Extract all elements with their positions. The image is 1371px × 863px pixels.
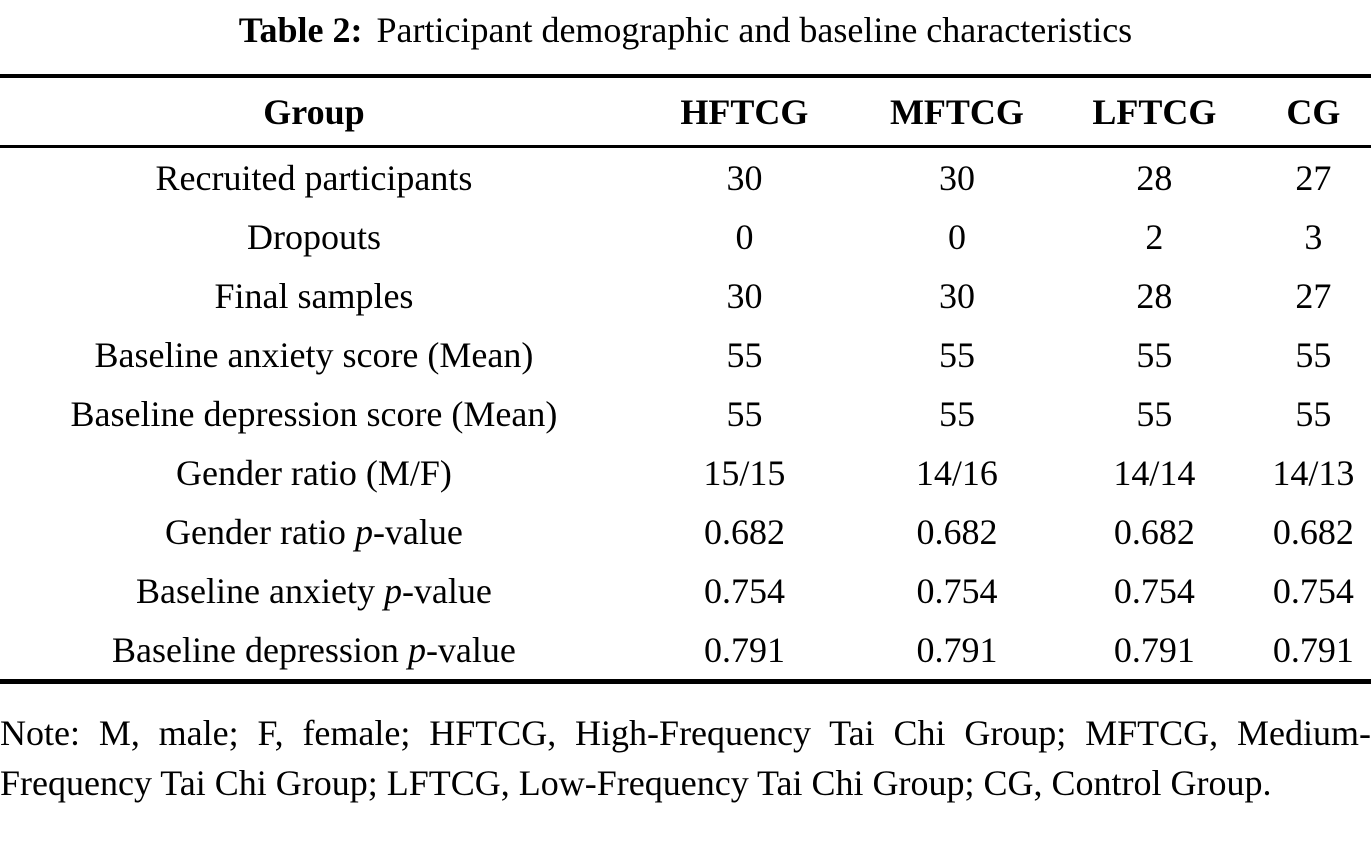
- cell-value: 28: [1136, 275, 1173, 316]
- cell-value: 0.682: [916, 511, 998, 552]
- cell-value: 14/14: [1113, 452, 1196, 493]
- row-label-part: Baseline anxiety: [136, 570, 384, 611]
- table-caption: Table 2: Participant demographic and base…: [0, 0, 1371, 48]
- row-label-part: Baseline depression: [112, 629, 408, 670]
- table-row: Recruited participants 30 30 28 27: [0, 147, 1371, 208]
- cell-value: 3: [1304, 216, 1323, 257]
- table-caption-text: Participant demographic and baseline cha…: [376, 10, 1133, 50]
- cell-value: 14/16: [915, 452, 998, 493]
- row-label: Gender ratio p-value: [0, 502, 628, 561]
- row-label: Final samples: [0, 266, 628, 325]
- row-label-italic-part: p: [407, 629, 426, 670]
- row-label: Baseline depression p-value: [0, 620, 628, 682]
- cell-value: 14/13: [1272, 452, 1355, 493]
- cell-value: 30: [938, 157, 975, 198]
- row-label: Baseline anxiety score (Mean): [0, 325, 628, 384]
- cell-value: 0.791: [1113, 629, 1195, 670]
- cell-value: 27: [1295, 275, 1332, 316]
- row-label-part: Dropouts: [246, 216, 381, 257]
- row-label: Baseline anxiety p-value: [0, 561, 628, 620]
- row-label: Dropouts: [0, 207, 628, 266]
- cell-value: 0.754: [703, 570, 785, 611]
- cell-value: 0.791: [703, 629, 785, 670]
- table-row: Final samples 30 30 28 27: [0, 266, 1371, 325]
- cell-value: 55: [938, 334, 975, 375]
- table-row: Baseline anxiety p-value 0.754 0.754 0.754 0…: [0, 561, 1371, 620]
- header-mftcg: MFTCG: [860, 76, 1053, 148]
- table-note: Note: M, male; F, female; HFTCG, High-Fr…: [0, 713, 1371, 803]
- table-row: Gender ratio p-value 0.682 0.682 0.682 0.682: [0, 502, 1371, 561]
- row-label-part: -value: [372, 511, 463, 552]
- row-label: Gender ratio (M/F): [0, 443, 628, 502]
- cell-value: 2: [1145, 216, 1164, 257]
- cell-value: 27: [1295, 157, 1332, 198]
- cell-value: 30: [938, 275, 975, 316]
- table-caption-number: Table 2:: [238, 10, 363, 50]
- cell-value: 0: [947, 216, 966, 257]
- cell-value: 28: [1136, 157, 1173, 198]
- header-cg: CG: [1255, 76, 1371, 148]
- row-label-part: Recruited participants: [155, 157, 473, 198]
- table-row: Baseline anxiety score (Mean) 55 55 55 55: [0, 325, 1371, 384]
- table-row: Gender ratio (M/F) 15/15 14/16 14/14 14/13: [0, 443, 1371, 502]
- row-label-part: Baseline depression score (Mean): [70, 393, 558, 434]
- cell-value: 55: [1295, 393, 1332, 434]
- cell-value: 55: [1295, 334, 1332, 375]
- cell-value: 0.791: [1272, 629, 1354, 670]
- cell-value: 55: [1136, 393, 1173, 434]
- row-label-part: -value: [401, 570, 492, 611]
- row-label-part: Final samples: [214, 275, 414, 316]
- cell-value: 0.682: [1272, 511, 1354, 552]
- row-label-italic-part: p: [383, 570, 402, 611]
- cell-value: 55: [1136, 334, 1173, 375]
- table-header-row: Group HFTCG MFTCG LFTCG CG: [0, 76, 1371, 148]
- table-row: Baseline depression p-value 0.791 0.791 0.7…: [0, 620, 1371, 682]
- row-label-part: -value: [425, 629, 516, 670]
- row-label: Recruited participants: [0, 147, 628, 208]
- cell-value: 0.791: [916, 629, 998, 670]
- cell-value: 55: [726, 393, 763, 434]
- cell-value: 30: [726, 157, 763, 198]
- cell-value: 0: [735, 216, 754, 257]
- cell-value: 55: [938, 393, 975, 434]
- row-label-part: Baseline anxiety score (Mean): [94, 334, 534, 375]
- cell-value: 0.754: [1272, 570, 1354, 611]
- row-label: Baseline depression score (Mean): [0, 384, 628, 443]
- header-hftcg: HFTCG: [627, 76, 861, 148]
- demographics-table: Group HFTCG MFTCG LFTCG CG Recruited par…: [0, 74, 1371, 684]
- cell-value: 0.682: [1113, 511, 1195, 552]
- cell-value: 0.682: [703, 511, 785, 552]
- row-label-part: Gender ratio: [165, 511, 355, 552]
- header-group: Group: [0, 76, 628, 148]
- header-lftcg: LFTCG: [1052, 76, 1256, 148]
- cell-value: 30: [726, 275, 763, 316]
- cell-value: 55: [726, 334, 763, 375]
- cell-value: 0.754: [916, 570, 998, 611]
- cell-value: 15/15: [703, 452, 786, 493]
- table-row: Baseline depression score (Mean) 55 55 55 55: [0, 384, 1371, 443]
- row-label-italic-part: p: [354, 511, 373, 552]
- table-body: Recruited participants 30 30 28 27 Dropouts 0 0…: [0, 147, 1371, 682]
- table-header: Group HFTCG MFTCG LFTCG CG: [0, 76, 1371, 148]
- row-label-part: Gender ratio (M/F): [175, 452, 452, 493]
- cell-value: 0.754: [1113, 570, 1195, 611]
- table-row: Dropouts 0 0 2 3: [0, 207, 1371, 266]
